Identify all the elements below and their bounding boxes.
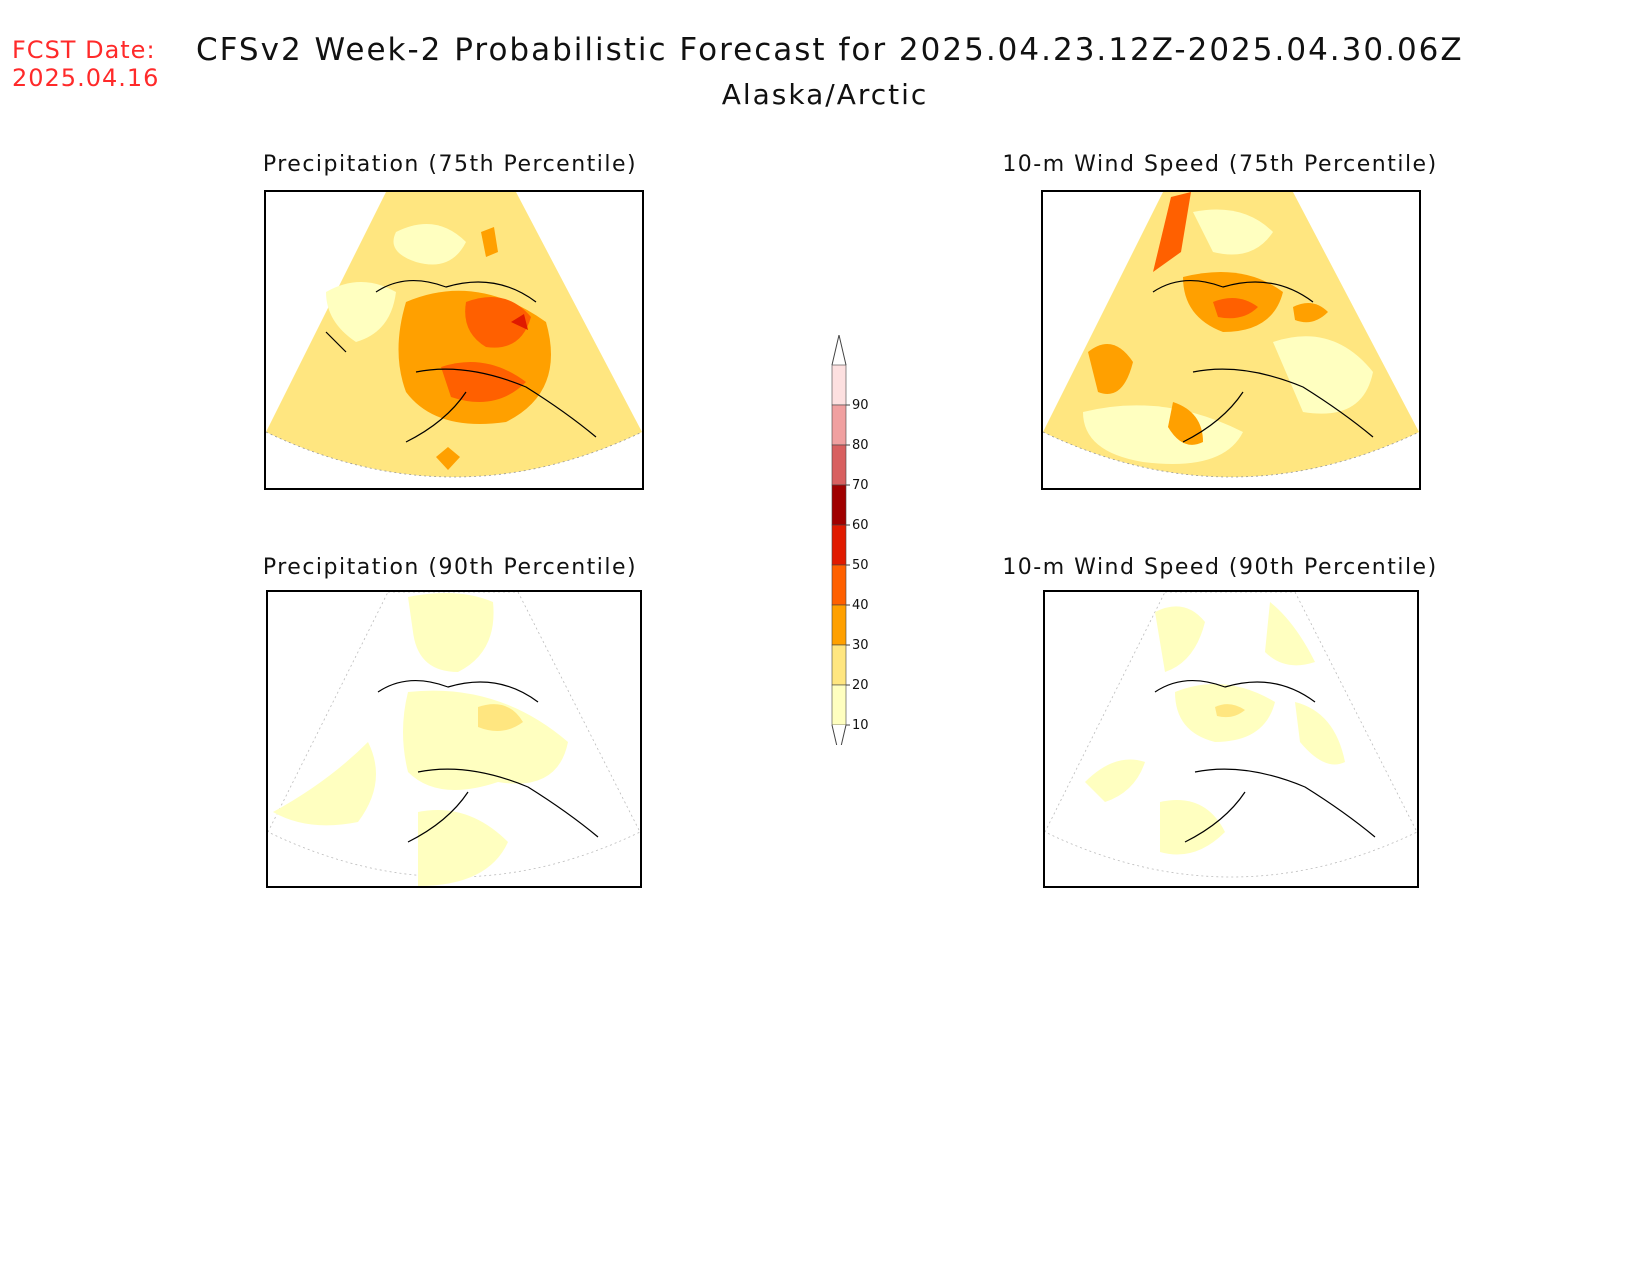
colorbar-legend: 10 20 30 40 50 60 70 80 90 [831, 335, 869, 745]
colorbar-tick-label: 80 [852, 438, 869, 453]
colorbar-swatch [831, 564, 847, 606]
colorbar-swatch [831, 404, 847, 446]
map-wind-75-plot [1043, 192, 1419, 478]
colorbar-swatch [831, 604, 847, 646]
colorbar-tick-label: 60 [852, 518, 869, 533]
colorbar-swatch [831, 444, 847, 486]
map-precip-90-plot [268, 592, 640, 886]
panel-title-precip-90: Precipitation (90th Percentile) [262, 555, 638, 580]
map-wind-90-plot [1045, 592, 1417, 878]
colorbar-tick-label: 30 [852, 638, 869, 653]
map-wind-90 [1043, 590, 1419, 888]
colorbar-cap-top [831, 335, 847, 366]
panel-title-wind-75: 10-m Wind Speed (75th Percentile) [1002, 152, 1438, 177]
colorbar-swatch [831, 484, 847, 526]
forecast-date-value: 2025.04.16 [12, 64, 160, 92]
panel-title-wind-90: 10-m Wind Speed (90th Percentile) [1002, 555, 1438, 580]
colorbar-cap-bottom [831, 724, 847, 745]
colorbar-tick-label: 90 [852, 398, 869, 413]
colorbar-swatch [831, 644, 847, 686]
colorbar-swatch [831, 684, 847, 726]
region-subtitle: Alaska/Arctic [721, 78, 929, 111]
colorbar-tick-label: 50 [852, 558, 869, 573]
map-wind-75 [1041, 190, 1421, 490]
colorbar-tick-label: 20 [852, 678, 869, 693]
map-precip-75-plot [266, 192, 642, 478]
page-title: CFSv2 Week-2 Probabilistic Forecast for … [196, 32, 1464, 68]
forecast-date-caption: FCST Date: [12, 36, 156, 64]
colorbar-tick-label: 10 [852, 718, 869, 733]
colorbar-tick-label: 70 [852, 478, 869, 493]
colorbar-swatch [831, 364, 847, 406]
forecast-date-label: FCST Date: 2025.04.16 [12, 36, 159, 92]
map-precip-90 [266, 590, 642, 888]
colorbar-swatch [831, 524, 847, 566]
colorbar-tick-label: 40 [852, 598, 869, 613]
map-precip-75 [264, 190, 644, 490]
panel-title-precip-75: Precipitation (75th Percentile) [262, 152, 638, 177]
